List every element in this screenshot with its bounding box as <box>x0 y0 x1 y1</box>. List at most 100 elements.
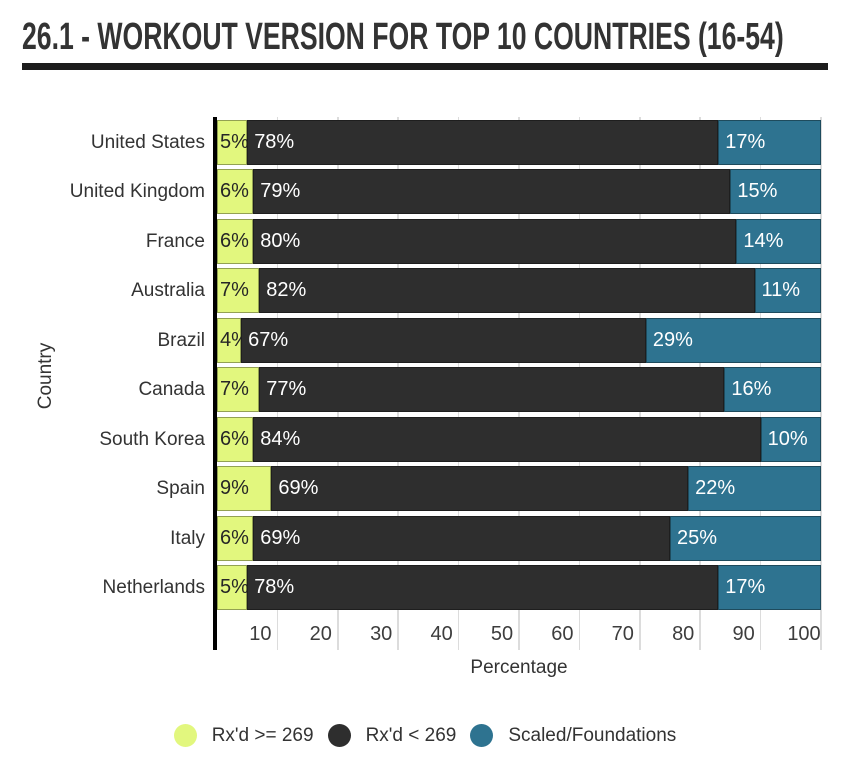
bar-row: 6% 69% 25% <box>217 515 821 561</box>
bar-segment: 17% <box>718 119 821 165</box>
bar-row: 5% 78% 17% <box>217 119 821 165</box>
bar-value-label: 5% <box>220 130 249 153</box>
x-tick-label: 90 <box>732 623 755 645</box>
bar-value-label: 6% <box>220 180 249 202</box>
bar-value-label: 80% <box>260 229 301 252</box>
bar-value-label: 17% <box>725 130 766 153</box>
category-label: France <box>145 230 205 252</box>
bar-value-label: 10% <box>767 427 808 450</box>
bar-segment: 5% <box>217 565 249 610</box>
bar-row: 6% 79% 15% <box>217 169 821 214</box>
bar-segment: 5% <box>217 119 249 165</box>
gridline <box>820 117 822 650</box>
legend-swatch-icon <box>327 724 351 747</box>
bar-value-label: 84% <box>260 427 301 450</box>
bar-value-label: 7% <box>220 378 249 400</box>
bar-row: 9% 69% 22% <box>217 466 821 511</box>
bar-segment: 84% <box>253 416 761 462</box>
bar-row: 6% 80% 14% <box>217 218 821 264</box>
bar-value-label: 69% <box>260 526 301 549</box>
bar-row: 4% 67% 29% <box>217 317 821 363</box>
x-tick-label: 40 <box>430 623 453 645</box>
bar-segment: 78% <box>247 565 719 610</box>
category-label: Australia <box>131 280 205 301</box>
bar-value-label: 67% <box>248 328 289 351</box>
bar-segment: 11% <box>754 268 821 313</box>
bar-segment: 82% <box>259 268 755 313</box>
bar-segment: 16% <box>724 367 821 412</box>
category-label: Brazil <box>157 329 205 351</box>
category-label: Canada <box>138 379 205 400</box>
bar-value-label: 77% <box>266 378 307 400</box>
x-tick-label: 50 <box>490 623 514 645</box>
x-tick-label: 30 <box>370 623 393 645</box>
bar-value-label: 6% <box>220 427 249 450</box>
x-tick-label: 100 <box>787 623 821 645</box>
legend-item: Rx'd < 269 <box>327 724 457 747</box>
x-tick-label: 60 <box>551 623 574 645</box>
bar-segment: 69% <box>253 515 670 561</box>
bar-segment: 69% <box>271 466 689 511</box>
bar-value-label: 9% <box>220 477 249 499</box>
x-tick-label: 10 <box>249 623 272 645</box>
bar-segment: 78% <box>247 119 719 165</box>
bar-segment: 80% <box>253 218 737 264</box>
bar-segment: 10% <box>760 416 821 462</box>
bar-value-label: 78% <box>254 576 295 598</box>
x-tick-label: 80 <box>672 623 695 645</box>
legend-label: Rx'd < 269 <box>365 724 457 746</box>
bar-segment: 4% <box>217 317 249 363</box>
x-tick-label: 70 <box>611 623 634 645</box>
bar-segment: 6% <box>217 416 254 462</box>
bar-segment: 7% <box>217 268 260 313</box>
legend-swatch-icon <box>470 724 494 747</box>
bar-value-label: 17% <box>725 576 766 598</box>
category-label: United States <box>90 131 205 153</box>
bar-value-label: 15% <box>737 180 778 202</box>
legend-swatch-icon <box>173 724 197 747</box>
category-label: Spain <box>156 478 205 499</box>
bar-value-label: 14% <box>743 229 784 252</box>
bar-segment: 22% <box>688 466 821 511</box>
bar-segment: 29% <box>645 317 821 363</box>
x-tick-label: 20 <box>309 623 332 645</box>
legend-item: Scaled/Foundations <box>470 724 676 747</box>
bar-segment: 9% <box>217 466 272 511</box>
bar-segment: 67% <box>241 317 646 363</box>
bar-value-label: 6% <box>220 526 249 549</box>
y-axis-title: Country <box>35 342 56 410</box>
bar-value-label: 29% <box>652 328 693 351</box>
legend-label: Scaled/Foundations <box>508 724 677 746</box>
bar-segment: 25% <box>669 515 821 561</box>
bar-value-label: 22% <box>695 477 736 499</box>
bar-segment: 15% <box>730 169 821 214</box>
bar-row: 7% 77% 16% <box>217 367 821 412</box>
bar-value-label: 25% <box>676 526 718 549</box>
category-label: Netherlands <box>102 577 205 598</box>
bar-row: 7% 82% 11% <box>217 268 821 313</box>
legend-item: Rx'd >= 269 <box>173 724 314 747</box>
plot-area: 5% 78% 17% 6% 79% 15% 6% 80% 14% 7% 82% 11% 4% 67% 29%… <box>217 117 822 650</box>
x-axis-title: Percentage <box>470 657 568 678</box>
bar-row: 6% 84% 10% <box>217 416 821 462</box>
legend: Rx'd >= 269 Rx'd < 269 Scaled/Foundations <box>0 724 850 747</box>
legend-label: Rx'd >= 269 <box>211 724 314 746</box>
bar-segment: 14% <box>736 218 821 264</box>
bar-segment: 7% <box>217 367 260 412</box>
bar-value-label: 82% <box>266 279 307 301</box>
bar-segment: 6% <box>217 218 254 264</box>
title-rule <box>22 63 828 70</box>
bar-segment: 6% <box>217 515 254 561</box>
bar-segment: 79% <box>253 169 731 214</box>
category-label: United Kingdom <box>69 181 205 202</box>
y-axis-line <box>213 117 217 650</box>
bar-value-label: 69% <box>278 477 319 499</box>
category-label: South Korea <box>99 428 205 450</box>
bar-value-label: 5% <box>220 576 249 598</box>
bar-value-label: 7% <box>220 279 249 301</box>
bar-row: 5% 78% 17% <box>217 565 821 610</box>
bar-segment: 17% <box>718 565 821 610</box>
chart-title: 26.1 - WORKOUT VERSION FOR TOP 10 COUNTR… <box>22 16 784 58</box>
bar-segment: 6% <box>217 169 254 214</box>
